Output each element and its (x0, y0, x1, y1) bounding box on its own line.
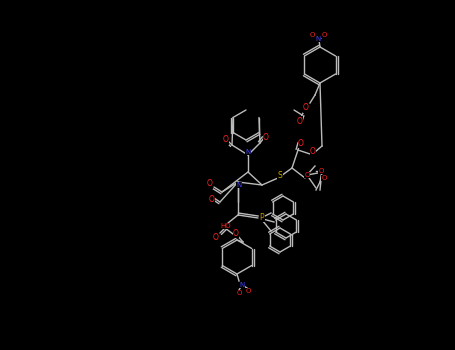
Text: O: O (223, 135, 229, 145)
Text: N: N (237, 182, 242, 188)
Text: O: O (321, 175, 327, 181)
Text: O: O (245, 288, 251, 294)
Text: O: O (310, 147, 316, 156)
Text: O: O (263, 133, 269, 142)
Text: N: N (315, 36, 321, 42)
Text: S: S (278, 172, 283, 181)
Text: O: O (213, 232, 219, 241)
Text: O: O (233, 229, 239, 238)
Text: O: O (207, 180, 213, 189)
Text: O: O (209, 195, 215, 203)
Text: O: O (309, 32, 315, 38)
Text: N: N (239, 282, 245, 288)
Text: O: O (321, 32, 327, 38)
Text: N: N (245, 149, 251, 155)
Text: O: O (318, 168, 324, 174)
Text: O: O (236, 290, 242, 296)
Text: P: P (260, 212, 264, 222)
Text: O: O (297, 117, 303, 126)
Text: HO: HO (220, 223, 231, 229)
Text: O: O (298, 139, 304, 147)
Text: O: O (303, 104, 309, 112)
Text: O: O (304, 172, 310, 178)
